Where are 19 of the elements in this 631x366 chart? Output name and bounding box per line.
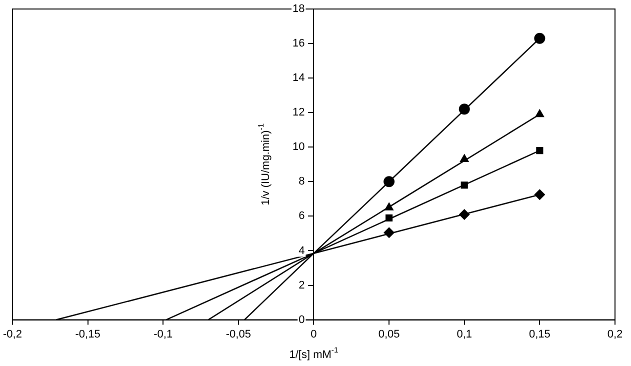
x-tick-label: 0,1: [456, 328, 472, 340]
y-tick-label: 14: [292, 72, 305, 84]
y-tick-label: 0: [298, 314, 305, 326]
y-tick-label: 6: [298, 210, 305, 222]
x-tick-label: 0: [310, 328, 317, 340]
x-tick-label: -0,1: [154, 328, 173, 340]
y-tick-label: 16: [292, 38, 305, 50]
x-tick-label: -0,15: [75, 328, 100, 340]
y-tick-label: 4: [298, 244, 305, 257]
x-tick-label: -0,05: [226, 328, 251, 340]
x-tick-label: 0,2: [607, 328, 623, 340]
y-tick-label: 8: [298, 176, 305, 188]
x-tick-label: -0,2: [2, 328, 22, 340]
y-tick-label: 10: [292, 141, 305, 154]
x-tick-label: 0,05: [378, 328, 400, 340]
y-tick-label: 18: [292, 3, 305, 16]
y-tick-label: 2: [298, 279, 305, 292]
x-tick-label: 0,15: [528, 328, 550, 340]
y-tick-label: 12: [292, 106, 305, 119]
